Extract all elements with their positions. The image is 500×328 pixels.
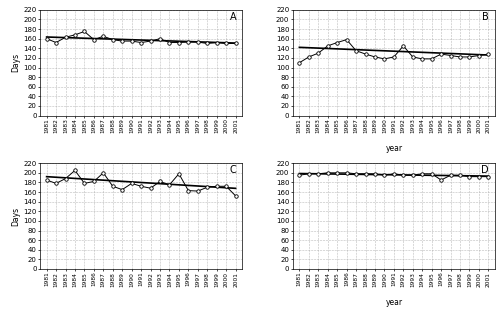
Text: C: C	[230, 165, 236, 175]
X-axis label: year: year	[386, 298, 402, 307]
Text: A: A	[230, 12, 236, 22]
Y-axis label: Days: Days	[11, 53, 20, 72]
Text: B: B	[482, 12, 489, 22]
X-axis label: year: year	[386, 145, 402, 154]
Y-axis label: Days: Days	[11, 207, 20, 226]
Text: D: D	[482, 165, 489, 175]
